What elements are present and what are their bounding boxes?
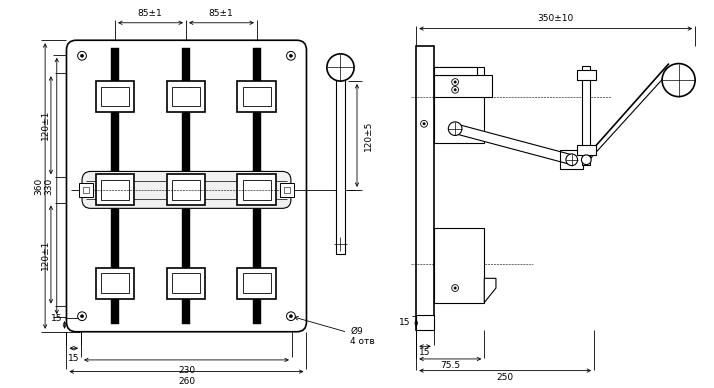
Text: 15: 15 bbox=[399, 319, 411, 327]
Bar bbox=[83, 187, 89, 193]
FancyBboxPatch shape bbox=[66, 40, 306, 332]
Bar bbox=[238, 268, 276, 299]
Text: 85±1: 85±1 bbox=[138, 9, 162, 18]
Bar bbox=[243, 274, 271, 293]
Circle shape bbox=[423, 123, 426, 125]
Text: 85±1: 85±1 bbox=[208, 9, 233, 18]
Circle shape bbox=[581, 155, 591, 165]
Text: 360: 360 bbox=[34, 177, 43, 195]
Circle shape bbox=[286, 52, 296, 60]
Bar bbox=[111, 48, 119, 324]
Bar bbox=[434, 68, 476, 75]
Circle shape bbox=[662, 64, 695, 97]
Bar bbox=[416, 315, 434, 330]
Bar bbox=[172, 180, 200, 199]
Text: 250: 250 bbox=[496, 372, 513, 381]
Bar bbox=[101, 274, 129, 293]
Text: 120±1: 120±1 bbox=[41, 239, 49, 270]
Bar bbox=[238, 81, 276, 112]
Bar bbox=[166, 268, 206, 299]
Circle shape bbox=[421, 120, 428, 127]
Text: 120±1: 120±1 bbox=[41, 110, 49, 140]
Bar bbox=[583, 66, 590, 165]
Circle shape bbox=[452, 87, 458, 93]
Circle shape bbox=[78, 312, 86, 320]
Bar bbox=[577, 145, 596, 155]
Circle shape bbox=[454, 287, 456, 289]
Circle shape bbox=[289, 315, 293, 318]
Bar bbox=[434, 228, 484, 303]
FancyBboxPatch shape bbox=[82, 171, 291, 208]
Bar bbox=[166, 174, 206, 205]
Circle shape bbox=[454, 88, 456, 91]
Bar bbox=[79, 183, 93, 197]
Bar bbox=[101, 180, 129, 199]
Bar bbox=[336, 69, 346, 254]
Bar bbox=[280, 183, 294, 197]
Bar bbox=[284, 187, 290, 193]
Bar bbox=[96, 174, 134, 205]
Text: 15: 15 bbox=[419, 348, 431, 357]
Circle shape bbox=[289, 54, 293, 57]
Text: 15: 15 bbox=[68, 354, 79, 363]
Text: 350±10: 350±10 bbox=[538, 14, 574, 23]
Bar bbox=[416, 46, 434, 330]
Text: Ø9
4 отв: Ø9 4 отв bbox=[294, 317, 375, 346]
Bar bbox=[243, 87, 271, 106]
Text: 120±5: 120±5 bbox=[364, 120, 373, 151]
Bar bbox=[434, 68, 484, 143]
Circle shape bbox=[452, 285, 458, 291]
Text: 330: 330 bbox=[44, 177, 54, 195]
Bar bbox=[577, 70, 596, 80]
Bar bbox=[166, 81, 206, 112]
Polygon shape bbox=[484, 278, 496, 303]
Circle shape bbox=[452, 79, 458, 85]
Circle shape bbox=[566, 154, 578, 166]
Text: 230: 230 bbox=[178, 366, 195, 375]
Bar bbox=[243, 180, 271, 199]
Bar bbox=[96, 268, 134, 299]
Bar bbox=[96, 81, 134, 112]
Circle shape bbox=[78, 52, 86, 60]
Text: 15: 15 bbox=[51, 314, 63, 323]
Circle shape bbox=[327, 54, 354, 81]
Text: 260: 260 bbox=[178, 378, 195, 386]
Bar bbox=[172, 87, 200, 106]
Circle shape bbox=[454, 81, 456, 83]
Bar bbox=[172, 274, 200, 293]
Bar bbox=[560, 150, 583, 170]
Bar bbox=[182, 48, 190, 324]
Circle shape bbox=[286, 312, 296, 320]
Bar bbox=[434, 75, 492, 97]
Circle shape bbox=[81, 54, 84, 57]
Circle shape bbox=[81, 315, 84, 318]
Bar bbox=[253, 48, 261, 324]
Bar bbox=[238, 174, 276, 205]
Circle shape bbox=[448, 122, 462, 135]
Text: 75.5: 75.5 bbox=[441, 361, 461, 370]
Bar bbox=[101, 87, 129, 106]
Polygon shape bbox=[454, 124, 573, 165]
